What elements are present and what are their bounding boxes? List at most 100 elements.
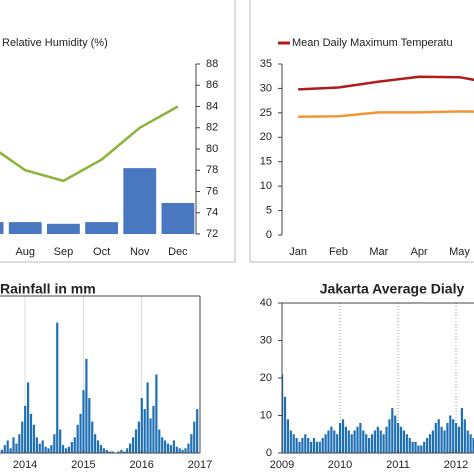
bar [286, 419, 290, 453]
bar [437, 419, 440, 453]
bar [368, 438, 371, 453]
bar [469, 434, 472, 453]
bar [35, 437, 38, 453]
bar [143, 409, 146, 453]
bar [120, 449, 123, 453]
x-tick-label: 2016 [129, 459, 153, 471]
bar [391, 408, 394, 453]
bar [123, 451, 126, 453]
x-tick-label: 2011 [386, 459, 410, 471]
bar [155, 374, 158, 453]
plot [0, 296, 200, 453]
bar [312, 438, 316, 453]
bar [373, 430, 377, 453]
bar [330, 426, 333, 453]
bar [67, 446, 71, 453]
bar [0, 222, 4, 234]
bar [460, 408, 464, 453]
bar [181, 449, 184, 453]
bar [394, 415, 397, 453]
bar [321, 438, 324, 453]
x-tick-label: Mar [369, 246, 388, 258]
bar [434, 423, 437, 453]
bar [196, 409, 199, 453]
bar [38, 443, 41, 453]
bar [73, 437, 76, 453]
bar [350, 434, 353, 453]
bar [137, 421, 140, 453]
bar [44, 446, 47, 453]
chart-title: Rainfall in mm [0, 281, 96, 297]
bar [164, 440, 167, 453]
bar [9, 448, 12, 453]
bar [152, 405, 155, 453]
plot [0, 105, 195, 234]
x-tick-label: Jan [289, 246, 307, 258]
bar [408, 438, 411, 453]
bar [388, 419, 391, 453]
y-tick-label: 30 [260, 82, 272, 94]
bar [324, 434, 327, 453]
y2-tick-label: 78 [206, 164, 218, 176]
x-tick-label: 2014 [13, 459, 37, 471]
bar [70, 442, 73, 453]
bar [53, 434, 56, 453]
bar [310, 441, 313, 453]
bar [359, 423, 362, 453]
bar [370, 434, 374, 453]
bar [108, 451, 111, 453]
bar [423, 441, 426, 453]
bar [79, 413, 82, 453]
bar [449, 415, 452, 453]
line [298, 110, 474, 119]
bar [99, 445, 103, 453]
y2-tick-label: 84 [206, 100, 218, 112]
bar [32, 424, 36, 453]
bar [190, 434, 193, 453]
bar [102, 448, 105, 453]
bar [6, 440, 9, 453]
x-tick-label: Sep [54, 246, 74, 258]
bar [24, 405, 27, 453]
bar [347, 430, 350, 453]
bar [91, 421, 94, 453]
bar [56, 322, 59, 453]
plot [282, 303, 474, 453]
bar [289, 430, 292, 453]
bar [452, 419, 455, 453]
bar [169, 445, 173, 453]
bar [295, 438, 298, 453]
bar [431, 430, 435, 453]
bar [282, 374, 284, 453]
bar [29, 413, 33, 453]
bar [405, 434, 408, 453]
y2-tick-label: 82 [206, 122, 218, 134]
bar [356, 426, 359, 453]
bar [146, 382, 149, 453]
bar [298, 441, 301, 453]
bar [443, 430, 446, 453]
bar [385, 426, 388, 453]
bar [149, 418, 152, 453]
bar [440, 426, 443, 453]
bar [414, 441, 417, 453]
bar [187, 443, 190, 453]
bar [41, 440, 44, 453]
bar [379, 430, 382, 453]
bar [457, 426, 461, 453]
y-tick-label: 35 [260, 58, 272, 70]
bar [64, 448, 68, 453]
x-tick-label: 2015 [71, 459, 95, 471]
bar [307, 438, 310, 453]
bar [341, 419, 345, 453]
bar [18, 434, 21, 453]
chart-title: Jakarta Average Dialy [320, 281, 465, 297]
bar [140, 398, 143, 453]
panel-frame [249, 0, 474, 263]
bar [472, 438, 474, 453]
y-tick-label: 10 [260, 180, 272, 192]
bar [428, 434, 432, 453]
x-tick-label: Apr [411, 246, 428, 258]
y-tick-label: 0 [266, 447, 272, 459]
